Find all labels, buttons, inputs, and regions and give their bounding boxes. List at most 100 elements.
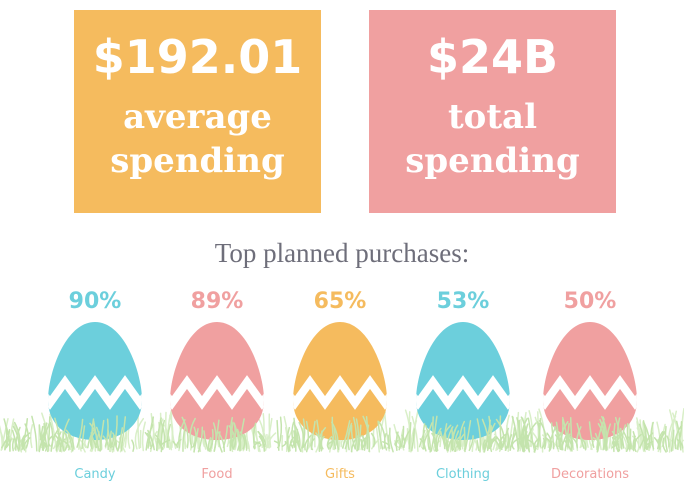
category-label: Clothing bbox=[436, 467, 490, 482]
grass-blade bbox=[29, 424, 34, 449]
grass-blade bbox=[518, 419, 525, 453]
percent-label: 89% bbox=[191, 289, 244, 314]
grass-blade bbox=[459, 420, 466, 448]
grass-blade bbox=[555, 431, 564, 450]
grass-blade bbox=[361, 434, 366, 449]
grass-blade bbox=[192, 426, 197, 448]
grass-blade bbox=[63, 430, 69, 451]
percent-label: 90% bbox=[69, 289, 122, 314]
grass-blade bbox=[505, 431, 510, 449]
grass-blade bbox=[612, 422, 616, 453]
grass-blade bbox=[482, 439, 486, 451]
grass-blade bbox=[638, 423, 647, 449]
grass-blade bbox=[422, 432, 430, 450]
grass-blade bbox=[233, 422, 237, 448]
grass-blade bbox=[304, 434, 312, 451]
grass-blade bbox=[357, 424, 362, 451]
grass-blade bbox=[157, 439, 164, 451]
grass-blade bbox=[264, 417, 273, 452]
grass-blade bbox=[675, 420, 682, 451]
grass-blade bbox=[38, 424, 44, 449]
grass-blade bbox=[326, 440, 334, 449]
grass-blade bbox=[159, 419, 166, 447]
grass-blade bbox=[257, 430, 266, 452]
stat-label: spending bbox=[405, 141, 579, 181]
grass-blade bbox=[63, 440, 70, 451]
egg-zigzag bbox=[48, 375, 142, 410]
grass-blade bbox=[481, 418, 491, 450]
grass-blade bbox=[564, 439, 569, 449]
grass-blade bbox=[360, 436, 368, 450]
grass-blade bbox=[55, 431, 62, 451]
grass-blade bbox=[344, 425, 352, 450]
grass-blade bbox=[257, 416, 265, 448]
stat-value: $24B bbox=[427, 30, 558, 84]
grass-blade bbox=[611, 436, 620, 453]
grass-blade bbox=[388, 427, 394, 453]
grass-blade bbox=[333, 427, 340, 451]
grass-blade bbox=[670, 429, 675, 452]
grass-blade bbox=[401, 434, 406, 448]
grass-blade bbox=[627, 436, 632, 449]
grass-blade bbox=[315, 432, 322, 451]
grass-blade bbox=[53, 433, 60, 448]
grass-blade bbox=[81, 425, 86, 450]
grass-blade bbox=[238, 418, 245, 448]
grass-blade bbox=[117, 427, 124, 452]
grass-blade bbox=[305, 420, 310, 453]
grass-blade bbox=[411, 415, 419, 453]
percent-label: 50% bbox=[564, 289, 617, 314]
grass-blade bbox=[508, 434, 513, 449]
grass-blade bbox=[370, 432, 376, 448]
grass-blade bbox=[197, 426, 204, 453]
stat-label: total bbox=[448, 97, 537, 137]
grass-blade bbox=[395, 431, 402, 451]
grass-blade bbox=[14, 426, 21, 451]
grass-blade bbox=[104, 418, 109, 447]
grass-blade bbox=[57, 432, 65, 452]
grass-blade bbox=[576, 426, 582, 449]
grass-blade bbox=[182, 424, 187, 452]
grass-blade bbox=[601, 415, 608, 448]
grass-blade bbox=[50, 428, 59, 452]
grass-blade bbox=[431, 432, 437, 452]
grass-blade bbox=[509, 426, 516, 448]
egg-zigzag bbox=[543, 375, 637, 410]
grass-blade bbox=[141, 421, 146, 452]
grass-blade bbox=[165, 411, 168, 448]
grass-blade bbox=[229, 433, 235, 448]
grass-blade bbox=[616, 417, 621, 452]
grass-blade bbox=[208, 429, 214, 452]
grass-blade bbox=[664, 425, 668, 452]
grass-blade bbox=[408, 421, 412, 450]
grass-blade bbox=[298, 421, 305, 448]
grass-blade bbox=[42, 422, 48, 451]
grass-blade bbox=[289, 434, 298, 448]
stat-label: average bbox=[123, 97, 272, 137]
grass-blade bbox=[430, 415, 438, 452]
grass-blade bbox=[522, 431, 528, 452]
grass-blade bbox=[341, 420, 351, 449]
grass-blade bbox=[203, 430, 209, 452]
grass-blade bbox=[564, 422, 570, 452]
grass-blade bbox=[120, 416, 127, 452]
grass-blade bbox=[560, 432, 564, 451]
grass-blade bbox=[253, 441, 262, 448]
category-label: Gifts bbox=[325, 467, 355, 482]
grass-blade bbox=[378, 421, 386, 449]
stat-label: spending bbox=[110, 141, 284, 181]
grass-blade bbox=[676, 438, 684, 449]
grass-blade bbox=[596, 418, 605, 449]
grass-blade bbox=[458, 433, 465, 450]
category-label: Food bbox=[201, 467, 232, 482]
grass-blade bbox=[526, 422, 537, 452]
grass-blade bbox=[382, 441, 390, 449]
grass-blade bbox=[131, 439, 135, 452]
grass-blade bbox=[252, 422, 257, 449]
grass-blade bbox=[464, 420, 472, 450]
grass-blade bbox=[301, 418, 306, 449]
grass-blade bbox=[362, 415, 371, 453]
grass-blade bbox=[13, 421, 21, 452]
grass-blade bbox=[619, 427, 625, 449]
grass-blade bbox=[109, 434, 115, 449]
